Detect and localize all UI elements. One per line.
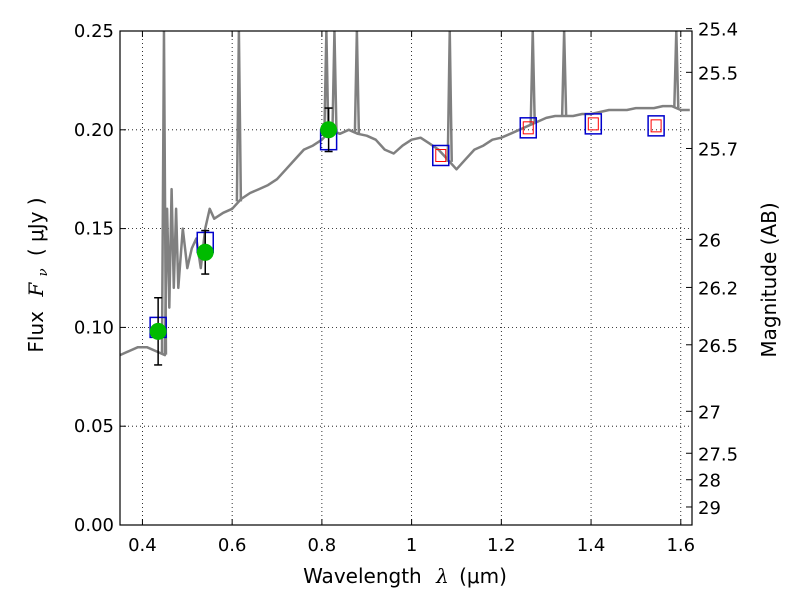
y-tick-label: 0.25 [74, 21, 114, 42]
model-photometry-box [432, 144, 450, 167]
emission-line-spike [673, 30, 680, 109]
model-photometry-box [647, 115, 665, 137]
model-spectrum-line [119, 104, 690, 357]
y-tick-label: 0.20 [74, 120, 114, 141]
points-layer [149, 107, 665, 366]
mag-tick-label: 29 [698, 498, 721, 519]
emission-line-spike [560, 30, 568, 116]
y-tick-label: 0.05 [74, 416, 114, 437]
model-photometry-box [519, 117, 538, 139]
mag-tick-label: 25.5 [698, 63, 738, 84]
mag-tick-label: 26.5 [698, 336, 738, 357]
mag-tick-label: 25.7 [698, 139, 738, 160]
mag-tick-label: 28 [698, 471, 721, 492]
emission-line-spike [160, 30, 168, 355]
x-tick-label: 1 [406, 535, 417, 556]
observed-flux-point [320, 121, 338, 139]
observed-flux-point [196, 243, 214, 261]
y-tick-label: 0.00 [74, 515, 114, 536]
x-axis-label: Wavelength λ (μm) [303, 564, 507, 588]
ticks-layer: 0.4 0.6 0.8 1 1.2 1.4 1.6 0.00 0.05 0.10 0.15 0.20 0… [74, 20, 738, 556]
grid-layer [120, 31, 692, 525]
spectrum-layer [119, 30, 690, 357]
emission-line-spike [446, 30, 453, 162]
mag-tick-label: 25.4 [698, 20, 738, 41]
plot-frame [119, 30, 693, 526]
observed-flux-point [149, 322, 167, 340]
y-tick-label: 0.15 [74, 219, 114, 240]
emission-line-spike [235, 30, 243, 202]
nir-prediction-box [650, 119, 662, 133]
emission-line-spike [323, 30, 330, 135]
model-photometry-box [584, 113, 603, 135]
mag-tick-label: 26 [698, 230, 721, 251]
mag-tick-label: 27.5 [698, 444, 738, 465]
x-tick-label: 0.4 [128, 535, 157, 556]
x-tick-label: 0.6 [218, 535, 247, 556]
x-tick-label: 1.2 [487, 535, 516, 556]
y-tick-label: 0.10 [74, 317, 114, 338]
y-axis-label: Flux F ν ( μJy ) [24, 197, 52, 352]
x-tick-label: 1.6 [666, 535, 695, 556]
nir-prediction-box [587, 117, 599, 131]
mag-tick-label: 26.2 [698, 278, 738, 299]
emission-line-spike [331, 30, 338, 132]
mag-tick-label: 27 [698, 402, 721, 423]
emission-line-spike [529, 30, 536, 124]
x-tick-label: 0.8 [308, 535, 337, 556]
nir-prediction-box [522, 121, 534, 135]
nir-prediction-box [435, 148, 447, 162]
x-tick-label: 1.4 [577, 535, 606, 556]
emission-line-spike [353, 30, 361, 134]
y2-axis-label: Magnitude (AB) [757, 202, 781, 357]
